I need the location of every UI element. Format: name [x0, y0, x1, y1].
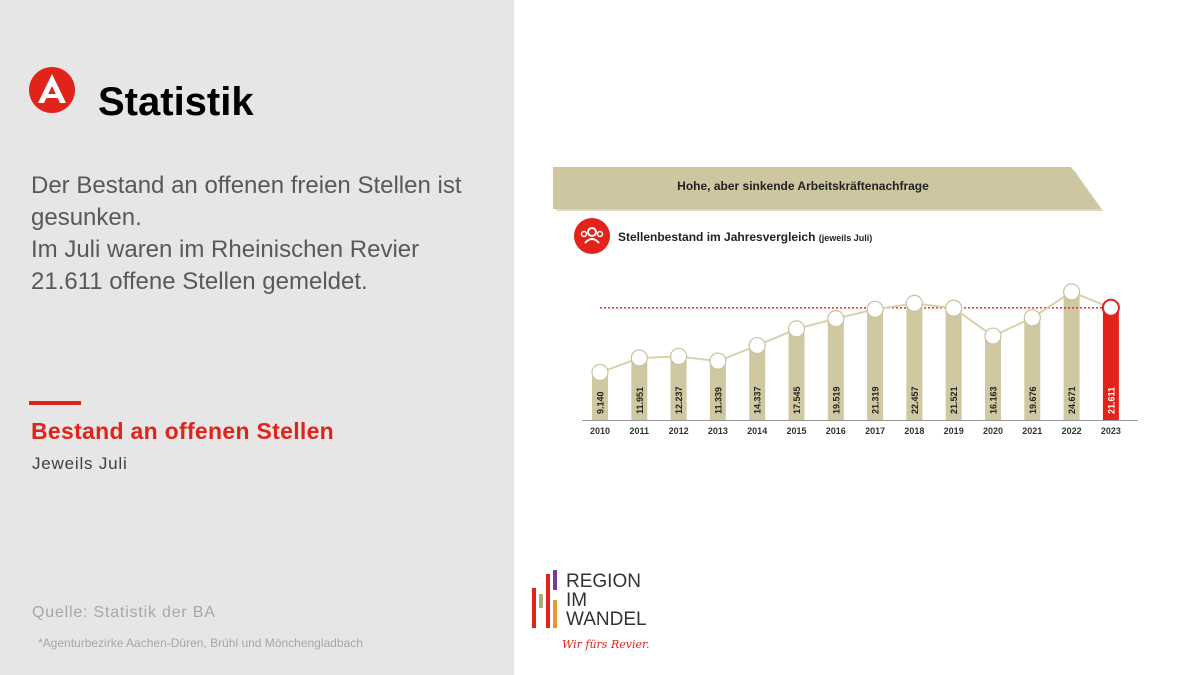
bar-2021 [1024, 317, 1041, 420]
data-label: 14.337 [753, 386, 763, 414]
point-2012 [669, 347, 688, 366]
data-label: 21.319 [871, 386, 881, 414]
bar-2016 [827, 318, 844, 420]
lead-line: 21.611 offene Stellen gemeldet. [31, 268, 368, 295]
people-search-icon [574, 218, 610, 254]
lead-line: Im Juli waren im Rheinischen Revier [31, 236, 420, 263]
bar-2010 [592, 372, 608, 420]
bar-2015 [788, 328, 805, 420]
data-label: 17.545 [792, 386, 802, 414]
data-label: 11.339 [713, 387, 723, 414]
bar-2019 [945, 308, 962, 420]
banner-text: Hohe, aber sinkende Arbeitskräftenachfra… [677, 179, 929, 193]
point-2013 [709, 352, 727, 370]
point-2014 [748, 336, 766, 355]
bar-2013 [709, 361, 726, 420]
chart-title-suffix: (jeweils Juli) [818, 233, 873, 243]
x-tick-label: 2016 [826, 426, 846, 436]
point-2021 [1023, 309, 1041, 327]
bar-2011 [631, 357, 648, 420]
data-label: 11.951 [635, 387, 645, 414]
lead-line: Der Bestand an offenen freien Stellen is… [31, 172, 462, 199]
data-label: 16.163 [989, 386, 999, 414]
chart-title-main: Stellenbestand im Jahresvergleich [618, 230, 816, 244]
x-tick-label: 2013 [708, 426, 728, 436]
region-logo-line: REGION [566, 571, 641, 592]
region-logo-line: IM [566, 590, 588, 611]
region-im-wandel-logo-icon [532, 570, 557, 628]
point-2015 [787, 320, 806, 338]
stellenbestand-chart: 9.140 11.951 12.237 11.339 14.337 17.545 19.51… [582, 283, 1138, 436]
point-2018 [905, 294, 923, 312]
left-panel [0, 0, 514, 675]
x-tick-label: 2017 [865, 426, 885, 436]
data-label: 22.457 [910, 386, 920, 414]
region-logo-line: WANDEL [566, 609, 647, 630]
point-2022 [1063, 283, 1081, 301]
chart-title: Stellenbestand im Jahresvergleich (jewei… [618, 230, 872, 244]
point-2019 [945, 299, 963, 317]
data-label: 24.671 [1067, 386, 1077, 414]
data-label: 19.676 [1028, 386, 1038, 414]
point-2017 [866, 300, 884, 318]
bar-2012 [670, 356, 687, 420]
section-title: Bestand an offenen Stellen [31, 418, 335, 444]
point-2023 [1101, 298, 1120, 317]
footnote-text: *Agenturbezirke Aachen-Düren, Brühl und … [38, 636, 363, 650]
page-title: Statistik [98, 80, 254, 124]
x-tick-label: 2014 [747, 426, 767, 436]
x-tick-label: 2022 [1062, 426, 1082, 436]
lead-line: gesunken. [31, 204, 142, 231]
bar-2020 [985, 336, 1001, 420]
bar-2018 [906, 303, 923, 420]
bar-2023 [1102, 307, 1119, 420]
accent-rule [29, 401, 81, 405]
arbeitsagentur-logo-icon [29, 67, 75, 113]
point-2020 [984, 327, 1002, 345]
bar-2022 [1063, 291, 1080, 420]
bar-2014 [749, 345, 766, 420]
x-tick-label: 2015 [786, 426, 806, 436]
section-subtitle: Jeweils Juli [32, 454, 128, 473]
source-text: Quelle: Statistik der BA [32, 604, 216, 621]
region-slogan: Wir fürs Revier. [562, 638, 650, 651]
banner-shape [553, 167, 1104, 211]
x-tick-label: 2010 [590, 426, 610, 436]
data-label: 21.521 [949, 386, 959, 414]
x-tick-label: 2021 [1022, 426, 1042, 436]
point-2011 [630, 349, 648, 367]
x-tick-label: 2018 [904, 426, 924, 436]
lead-text: Der Bestand an offenen freien Stellen is… [31, 170, 501, 298]
bar-2017 [867, 309, 884, 420]
point-2010 [591, 363, 609, 382]
x-tick-label: 2023 [1101, 426, 1121, 436]
data-label: 19.519 [831, 386, 841, 414]
data-label: 12.237 [674, 386, 684, 414]
region-logo-text: REGION IM WANDEL [566, 572, 647, 629]
x-tick-label: 2012 [669, 426, 689, 436]
data-label: 21.611 [1106, 387, 1116, 414]
x-tick-label: 2011 [630, 426, 650, 436]
data-label: 9.140 [596, 391, 606, 414]
point-2016 [827, 310, 845, 328]
x-tick-label: 2019 [944, 426, 964, 436]
x-tick-label: 2020 [983, 426, 1003, 436]
